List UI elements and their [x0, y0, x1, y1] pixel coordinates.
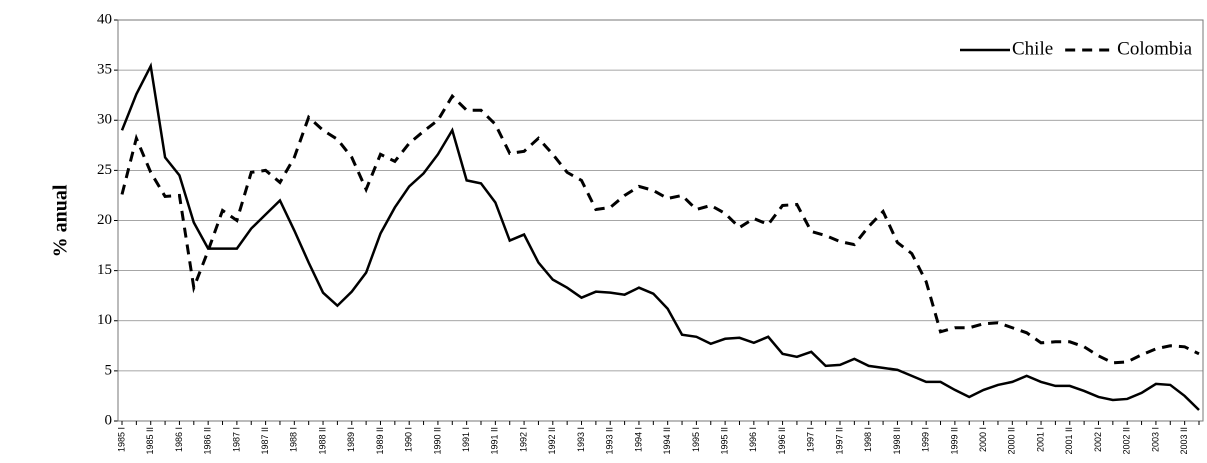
x-tick-label: 2003 I: [1150, 427, 1160, 452]
x-tick-label: 1992 I: [518, 427, 528, 452]
x-tick-label: 1987 II: [260, 427, 270, 455]
x-tick-label: 2002 II: [1122, 427, 1132, 455]
y-tick-label: 5: [105, 362, 113, 378]
x-tick-label: 1988 II: [317, 427, 327, 455]
x-tick-label: 1991 II: [490, 427, 500, 455]
x-tick-label: 1993 II: [605, 427, 615, 455]
legend-label: Colombia: [1117, 38, 1193, 59]
x-tick-label: 1990 II: [432, 427, 442, 455]
x-tick-label: 1992 II: [547, 427, 557, 455]
y-tick-label: 25: [97, 162, 112, 178]
x-tick-label: 1986 II: [203, 427, 213, 455]
x-tick-label: 1988 I: [289, 427, 299, 452]
y-tick-label: 35: [97, 62, 112, 78]
x-tick-label: 1991 I: [461, 427, 471, 452]
x-tick-label: 2000 I: [978, 427, 988, 452]
x-tick-label: 1985 II: [145, 427, 155, 455]
legend-label: Chile: [1012, 38, 1053, 59]
x-tick-label: 1995 I: [691, 427, 701, 452]
x-tick-label: 2001 I: [1035, 427, 1045, 452]
y-tick-label: 10: [97, 312, 112, 328]
x-tick-label: 1989 II: [375, 427, 385, 455]
x-tick-label: 2002 I: [1093, 427, 1103, 452]
plot-frame: [117, 19, 1204, 422]
y-tick-label: 20: [97, 212, 112, 228]
x-tick-label: 1996 I: [748, 427, 758, 452]
y-tick-label: 0: [105, 412, 113, 428]
y-tick-label: 15: [97, 262, 112, 278]
x-tick-label: 1985 I: [116, 427, 126, 452]
x-tick-label: 1993 I: [576, 427, 586, 452]
y-tick-label: 40: [97, 11, 112, 27]
x-tick-label: 1998 II: [892, 427, 902, 455]
x-tick-label: 1987 I: [231, 427, 241, 452]
x-tick-label: 1999 II: [949, 427, 959, 455]
x-tick-label: 2003 II: [1179, 427, 1189, 455]
x-tick-label: 1994 II: [662, 427, 672, 455]
x-tick-label: 1986 I: [174, 427, 184, 452]
x-tick-label: 1997 I: [806, 427, 816, 452]
y-axis-label: % anual: [50, 184, 72, 257]
x-tick-label: 2000 II: [1007, 427, 1017, 455]
x-tick-label: 2001 II: [1064, 427, 1074, 455]
x-tick-label: 1989 I: [346, 427, 356, 452]
y-tick-label: 30: [97, 112, 112, 128]
x-tick-label: 1998 I: [863, 427, 873, 452]
x-tick-label: 1997 II: [834, 427, 844, 455]
x-tick-label: 1999 I: [921, 427, 931, 452]
x-tick-label: 1990 I: [404, 427, 414, 452]
x-tick-label: 1996 II: [777, 427, 787, 455]
x-tick-label: 1994 I: [633, 427, 643, 452]
x-tick-label: 1995 II: [719, 427, 729, 455]
series-line: [120, 93, 1200, 365]
series-line: [120, 62, 1200, 411]
